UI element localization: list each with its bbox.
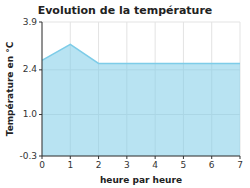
- x-tick: [42, 156, 43, 159]
- x-tick-label: 4: [152, 160, 158, 170]
- x-tick-label: 1: [67, 160, 73, 170]
- y-tick-label: -0.3: [19, 151, 37, 161]
- chart-container: -0.3 1.0 2.4 3.9 0 1 2 3 4 5 6 7 Evolution de la tem…: [0, 0, 250, 188]
- y-tick-label: 3.9: [23, 17, 38, 27]
- y-grid-line: [42, 22, 240, 23]
- y-tick-label: 2.4: [23, 64, 38, 74]
- y-grid-line: [42, 156, 240, 157]
- x-tick: [155, 156, 156, 159]
- area: [42, 44, 240, 156]
- grid: [42, 22, 240, 156]
- x-tick-label: 2: [96, 160, 102, 170]
- x-tick: [126, 156, 127, 159]
- chart-svg: -0.3 1.0 2.4 3.9 0 1 2 3 4 5 6 7 Evolution de la tem…: [0, 0, 250, 188]
- y-axis-label: Température en °C: [5, 41, 15, 136]
- y-tick: [39, 69, 42, 70]
- x-tick-label: 7: [237, 160, 243, 170]
- y-axis-line: [42, 22, 43, 156]
- x-tick: [240, 156, 241, 159]
- y-tick-label: 1.0: [23, 109, 38, 119]
- x-tick: [183, 156, 184, 159]
- x-tick-label: 0: [39, 160, 45, 170]
- x-tick-label: 3: [124, 160, 130, 170]
- title: Evolution de la température: [38, 4, 213, 17]
- y-tick: [39, 22, 42, 23]
- x-tick-label: 5: [181, 160, 187, 170]
- data-group: [42, 44, 240, 156]
- y-tick: [39, 114, 42, 115]
- x-tick: [211, 156, 212, 159]
- x-grid-line: [42, 22, 43, 156]
- x-tick-label: 6: [209, 160, 215, 170]
- axes: -0.3 1.0 2.4 3.9 0 1 2 3 4 5 6 7: [19, 17, 242, 171]
- x-tick: [70, 156, 71, 159]
- x-tick: [98, 156, 99, 159]
- line: [42, 44, 240, 63]
- x-axis-label: heure par heure: [100, 175, 182, 185]
- x-axis-line: [42, 156, 240, 157]
